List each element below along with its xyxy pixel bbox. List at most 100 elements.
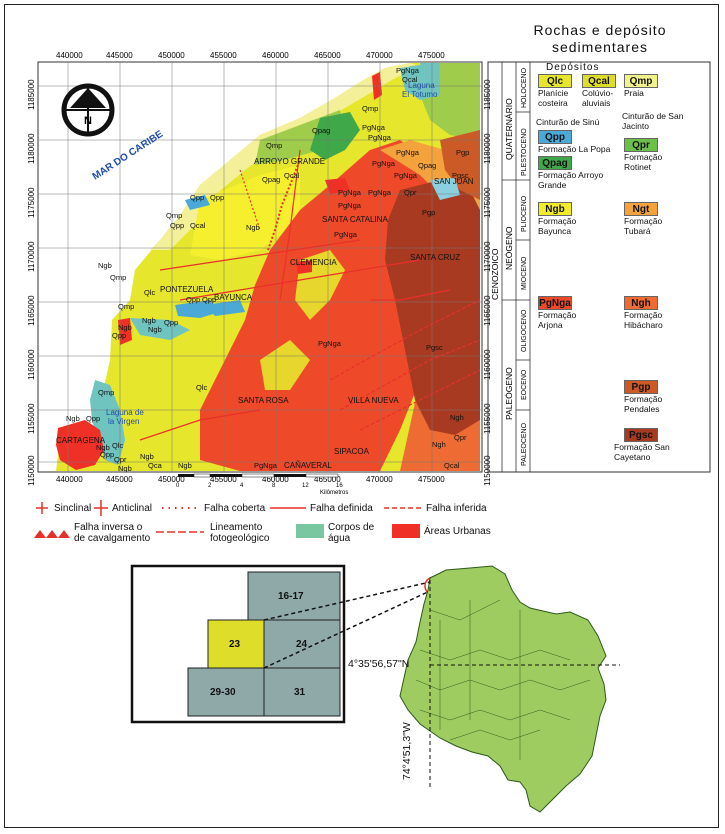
legend-falha-definida: Falha definida	[310, 503, 373, 514]
svg-text:475000: 475000	[418, 475, 445, 484]
place-bayunca: BAYUNCA	[214, 293, 253, 302]
symbol-legend-graphics	[34, 500, 422, 538]
urban-patch-3	[325, 178, 350, 194]
svg-text:Qpp: Qpp	[190, 193, 204, 202]
epoch-oligoceno: OLIGOCENO	[521, 309, 528, 352]
place-villa-nueva: VILLA NUEVA	[348, 396, 399, 405]
svg-text:Qlc: Qlc	[112, 441, 124, 450]
svg-text:Qpp: Qpp	[202, 295, 216, 304]
svg-text:Qcal: Qcal	[284, 171, 300, 180]
legend-text-pgp: Formação Pendales	[624, 394, 663, 414]
legend-box-pgnga: PgNga	[538, 296, 572, 310]
svg-text:1180000: 1180000	[27, 133, 36, 164]
legend-corpos-agua: Corpos de água	[328, 522, 375, 544]
svg-text:Qcal: Qcal	[444, 461, 460, 470]
epoch-plioceno: PLIOCENO	[521, 195, 528, 232]
unit-qmp	[150, 63, 420, 250]
legend-areas-urbanas: Áreas Urbanas	[424, 526, 491, 537]
svg-text:Qpp: Qpp	[112, 331, 126, 340]
era-cenozoico: CENOZOICO	[490, 248, 500, 300]
svg-text:Ngb: Ngb	[178, 461, 192, 470]
svg-text:PgNga: PgNga	[334, 230, 358, 239]
index-cell-31: 31	[294, 687, 306, 698]
legend-lineamento: Lineamento fotogeológico	[210, 522, 270, 544]
svg-text:PgNga: PgNga	[254, 461, 278, 470]
place-santa-catalina: SANTA CATALINA	[322, 215, 388, 224]
svg-text:PgNga: PgNga	[396, 66, 420, 75]
unit-qpp-3	[185, 195, 210, 210]
place-clemencia: CLEMENCIA	[290, 258, 337, 267]
x-ticks: 440000 445000 450000 455000 460000 46500…	[56, 51, 445, 60]
svg-text:Ngb: Ngb	[118, 464, 132, 473]
legend-text-pgsc: Formação San Cayetano	[614, 442, 670, 462]
svg-text:Qmp: Qmp	[118, 302, 134, 311]
place-santa-rosa: SANTA ROSA	[238, 396, 289, 405]
legend-text-qpr: Formação Rotinet	[624, 152, 663, 172]
index-cell-29-30: 29-30	[210, 687, 236, 698]
svg-text:1160000: 1160000	[27, 349, 36, 380]
svg-text:4: 4	[240, 483, 244, 489]
place-cartagena: CARTAGENA	[56, 436, 106, 445]
svg-text:Qcal: Qcal	[402, 75, 418, 84]
svg-text:1155000: 1155000	[27, 403, 36, 434]
urban-patch-1	[118, 318, 132, 345]
y-ticks: 1185000 1180000 1175000 1170000 1165000 …	[27, 79, 36, 486]
svg-text:470000: 470000	[366, 51, 393, 60]
epoch-paleoceno: PALEOCENO	[521, 422, 528, 466]
grid-lines	[38, 62, 482, 472]
svg-text:455000: 455000	[210, 475, 237, 484]
svg-text:Qlc: Qlc	[144, 288, 156, 297]
legend-box-qpp: Qpp	[538, 130, 572, 144]
svg-text:455000: 455000	[210, 51, 237, 60]
svg-text:Qcal: Qcal	[190, 221, 206, 230]
svg-text:Ngb: Ngb	[118, 323, 132, 332]
svg-text:460000: 460000	[262, 475, 289, 484]
legend-falha-inferida: Falha inferida	[426, 503, 487, 514]
svg-text:Ngb: Ngb	[148, 325, 162, 334]
water-pontezuela	[130, 318, 190, 340]
svg-text:Qca: Qca	[148, 461, 163, 470]
svg-text:Pgsc: Pgsc	[452, 171, 469, 180]
place-pontezuela: PONTEZUELA	[160, 285, 214, 294]
svg-text:Qpr: Qpr	[404, 188, 417, 197]
unit-qpp-2	[205, 300, 245, 316]
era-neogeno: NEÓGENO	[504, 226, 514, 270]
svg-text:Qmp: Qmp	[362, 104, 378, 113]
svg-text:Pgsc: Pgsc	[426, 343, 443, 352]
legend-text-qcal: Colúvio-aluviais	[582, 88, 614, 108]
svg-text:Qpp: Qpp	[86, 414, 100, 423]
unit-qpag	[310, 112, 360, 160]
legend-title: Rochas e depósito sedimentares	[533, 22, 667, 55]
svg-text:Qpp: Qpp	[164, 318, 178, 327]
svg-text:Ngh: Ngh	[450, 413, 464, 422]
svg-text:Qpp: Qpp	[210, 193, 224, 202]
era-paleogeno: PALEÓGENO	[504, 367, 514, 420]
lagoon-totumo-label-2: El Totumo	[402, 90, 438, 99]
svg-text:8: 8	[272, 483, 276, 489]
index-cell-24: 24	[296, 639, 308, 650]
legend-falha-coberta: Falha coberta	[204, 503, 266, 514]
svg-text:2: 2	[208, 483, 212, 489]
legend-text-ngt: Formação Tubará	[624, 216, 663, 236]
legend-box-qpag: Qpag	[538, 156, 572, 170]
place-sipacoa: SIPACOA	[334, 447, 370, 456]
index-cell-23: 23	[229, 639, 241, 650]
svg-text:Qpp: Qpp	[186, 295, 200, 304]
legend-text-qpp: Formação La Popa	[538, 144, 611, 154]
svg-text:465000: 465000	[314, 51, 341, 60]
era-quaternario: QUATERNÁRIO	[504, 98, 514, 160]
colombia-map	[399, 565, 620, 813]
svg-text:440000: 440000	[56, 51, 83, 60]
svg-text:0: 0	[176, 483, 180, 489]
svg-text:Ngb: Ngb	[142, 316, 156, 325]
epoch-holoceno: HOLOCENO	[521, 67, 528, 108]
legend-box-qmp: Qmp	[624, 74, 658, 88]
epoch-eoceno: EOCENO	[521, 369, 528, 400]
place-arroyo-grande: ARROYO GRANDE	[254, 157, 325, 166]
svg-text:Qmp: Qmp	[166, 211, 182, 220]
legend-falha-inversa: Falha inversa o de cavalgamento	[74, 522, 151, 544]
fault-lines	[139, 149, 481, 441]
longitude-label: 74°4'51,3"W	[401, 722, 413, 780]
